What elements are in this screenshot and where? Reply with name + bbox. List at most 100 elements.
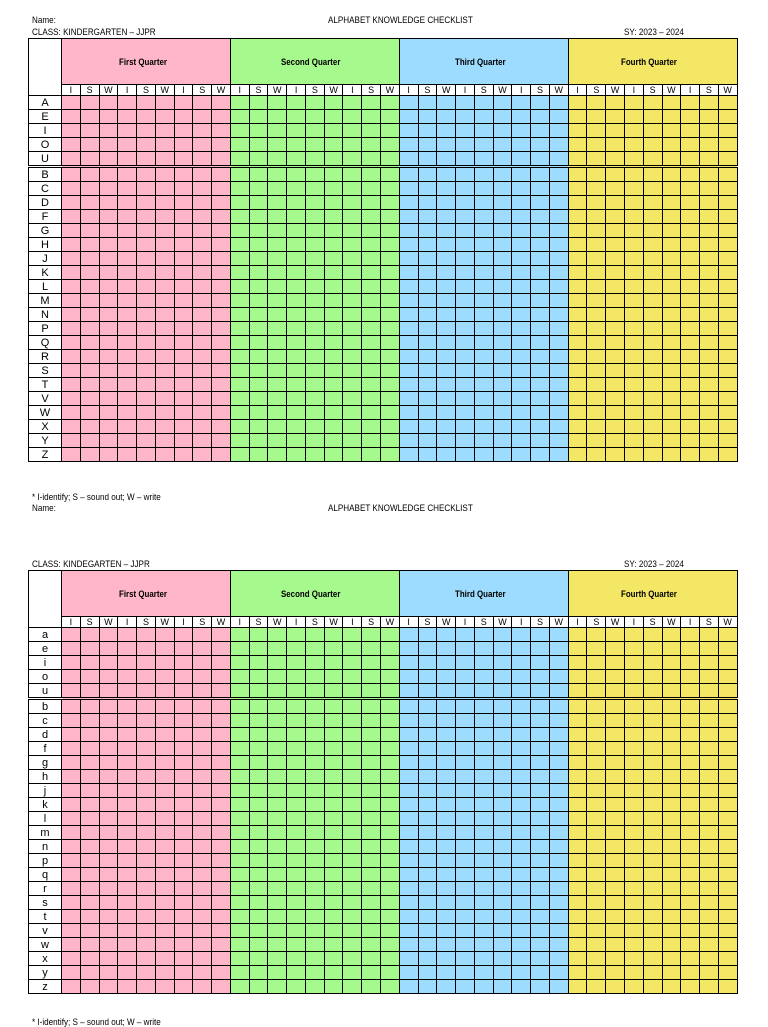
check-cell[interactable]	[455, 669, 475, 684]
check-cell[interactable]	[717, 195, 738, 210]
check-cell[interactable]	[229, 251, 250, 266]
check-cell[interactable]	[173, 783, 194, 798]
check-cell[interactable]	[455, 683, 475, 699]
check-cell[interactable]	[717, 895, 738, 910]
check-cell[interactable]	[248, 279, 269, 294]
check-cell[interactable]	[473, 881, 494, 896]
check-cell[interactable]	[173, 447, 194, 462]
check-cell[interactable]	[342, 783, 363, 798]
check-cell[interactable]	[699, 797, 719, 812]
check-cell[interactable]	[473, 237, 494, 252]
check-cell[interactable]	[192, 965, 213, 980]
check-cell[interactable]	[623, 783, 644, 798]
check-cell[interactable]	[380, 251, 400, 266]
check-cell[interactable]	[361, 307, 382, 322]
check-cell[interactable]	[61, 811, 81, 826]
check-cell[interactable]	[492, 151, 513, 167]
check-cell[interactable]	[699, 447, 719, 462]
check-cell[interactable]	[173, 293, 194, 308]
check-cell[interactable]	[661, 683, 682, 699]
check-cell[interactable]	[511, 95, 532, 110]
check-cell[interactable]	[530, 195, 550, 210]
check-cell[interactable]	[79, 293, 100, 308]
check-cell[interactable]	[398, 95, 419, 110]
check-cell[interactable]	[455, 209, 475, 224]
check-cell[interactable]	[642, 683, 663, 699]
check-cell[interactable]	[586, 237, 607, 252]
check-cell[interactable]	[680, 937, 701, 952]
check-cell[interactable]	[173, 181, 194, 196]
check-cell[interactable]	[567, 321, 588, 336]
check-cell[interactable]	[530, 95, 550, 110]
check-cell[interactable]	[567, 123, 588, 138]
check-cell[interactable]	[323, 265, 344, 280]
check-cell[interactable]	[267, 181, 288, 196]
check-cell[interactable]	[530, 741, 550, 756]
check-cell[interactable]	[492, 811, 513, 826]
check-cell[interactable]	[79, 825, 100, 840]
check-cell[interactable]	[605, 683, 625, 699]
check-cell[interactable]	[680, 307, 701, 322]
check-cell[interactable]	[586, 377, 607, 392]
check-cell[interactable]	[642, 895, 663, 910]
check-cell[interactable]	[154, 839, 175, 854]
check-cell[interactable]	[680, 683, 701, 699]
check-cell[interactable]	[548, 123, 569, 138]
check-cell[interactable]	[286, 165, 306, 182]
check-cell[interactable]	[380, 123, 400, 138]
check-cell[interactable]	[417, 447, 438, 462]
check-cell[interactable]	[79, 405, 100, 420]
check-cell[interactable]	[548, 909, 569, 924]
check-cell[interactable]	[586, 881, 607, 896]
check-cell[interactable]	[717, 867, 738, 882]
check-cell[interactable]	[192, 769, 213, 784]
check-cell[interactable]	[267, 279, 288, 294]
check-cell[interactable]	[117, 349, 138, 364]
check-cell[interactable]	[380, 769, 400, 784]
check-cell[interactable]	[398, 123, 419, 138]
check-cell[interactable]	[661, 867, 682, 882]
check-cell[interactable]	[511, 797, 532, 812]
check-cell[interactable]	[642, 195, 663, 210]
check-cell[interactable]	[323, 137, 344, 152]
check-cell[interactable]	[361, 641, 382, 656]
check-cell[interactable]	[586, 123, 607, 138]
check-cell[interactable]	[492, 825, 513, 840]
check-cell[interactable]	[699, 951, 719, 966]
check-cell[interactable]	[642, 279, 663, 294]
check-cell[interactable]	[342, 825, 363, 840]
check-cell[interactable]	[530, 697, 550, 714]
check-cell[interactable]	[267, 769, 288, 784]
check-cell[interactable]	[173, 867, 194, 882]
check-cell[interactable]	[623, 811, 644, 826]
check-cell[interactable]	[267, 965, 288, 980]
check-cell[interactable]	[136, 655, 156, 670]
check-cell[interactable]	[642, 335, 663, 350]
check-cell[interactable]	[530, 909, 550, 924]
check-cell[interactable]	[79, 923, 100, 938]
check-cell[interactable]	[361, 265, 382, 280]
check-cell[interactable]	[398, 755, 419, 770]
check-cell[interactable]	[342, 195, 363, 210]
check-cell[interactable]	[380, 839, 400, 854]
check-cell[interactable]	[229, 755, 250, 770]
check-cell[interactable]	[361, 349, 382, 364]
check-cell[interactable]	[717, 839, 738, 854]
check-cell[interactable]	[98, 223, 119, 238]
check-cell[interactable]	[154, 209, 175, 224]
check-cell[interactable]	[267, 151, 288, 167]
check-cell[interactable]	[492, 923, 513, 938]
check-cell[interactable]	[605, 447, 625, 462]
check-cell[interactable]	[117, 811, 138, 826]
check-cell[interactable]	[192, 881, 213, 896]
check-cell[interactable]	[586, 321, 607, 336]
check-cell[interactable]	[398, 137, 419, 152]
check-cell[interactable]	[473, 335, 494, 350]
check-cell[interactable]	[267, 419, 288, 434]
check-cell[interactable]	[154, 137, 175, 152]
check-cell[interactable]	[211, 951, 231, 966]
check-cell[interactable]	[473, 265, 494, 280]
check-cell[interactable]	[248, 853, 269, 868]
check-cell[interactable]	[229, 265, 250, 280]
check-cell[interactable]	[586, 655, 607, 670]
